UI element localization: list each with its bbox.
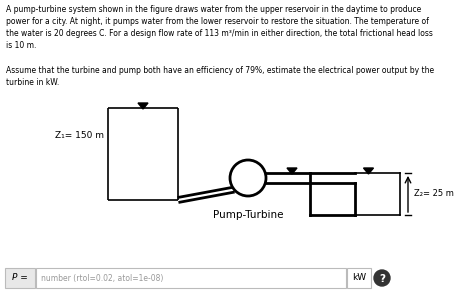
Text: ?: ? (379, 274, 385, 284)
Circle shape (230, 160, 266, 196)
Circle shape (374, 270, 390, 286)
Polygon shape (138, 103, 148, 109)
Polygon shape (287, 168, 297, 174)
Polygon shape (364, 168, 374, 174)
Text: Z₂= 25 m: Z₂= 25 m (414, 189, 454, 199)
FancyBboxPatch shape (5, 268, 35, 288)
FancyBboxPatch shape (347, 268, 371, 288)
Text: kW: kW (352, 274, 366, 282)
Text: A pump-turbine system shown in the figure draws water from the upper reservoir i: A pump-turbine system shown in the figur… (6, 5, 433, 50)
Text: P =: P = (12, 274, 28, 282)
Text: number (rtol=0.02, atol=1e-08): number (rtol=0.02, atol=1e-08) (41, 274, 164, 282)
FancyBboxPatch shape (36, 268, 346, 288)
Text: Pump-Turbine: Pump-Turbine (213, 210, 283, 220)
Text: Z₁= 150 m: Z₁= 150 m (55, 131, 104, 141)
Text: Assume that the turbine and pump both have an efficiency of 79%, estimate the el: Assume that the turbine and pump both ha… (6, 66, 434, 87)
